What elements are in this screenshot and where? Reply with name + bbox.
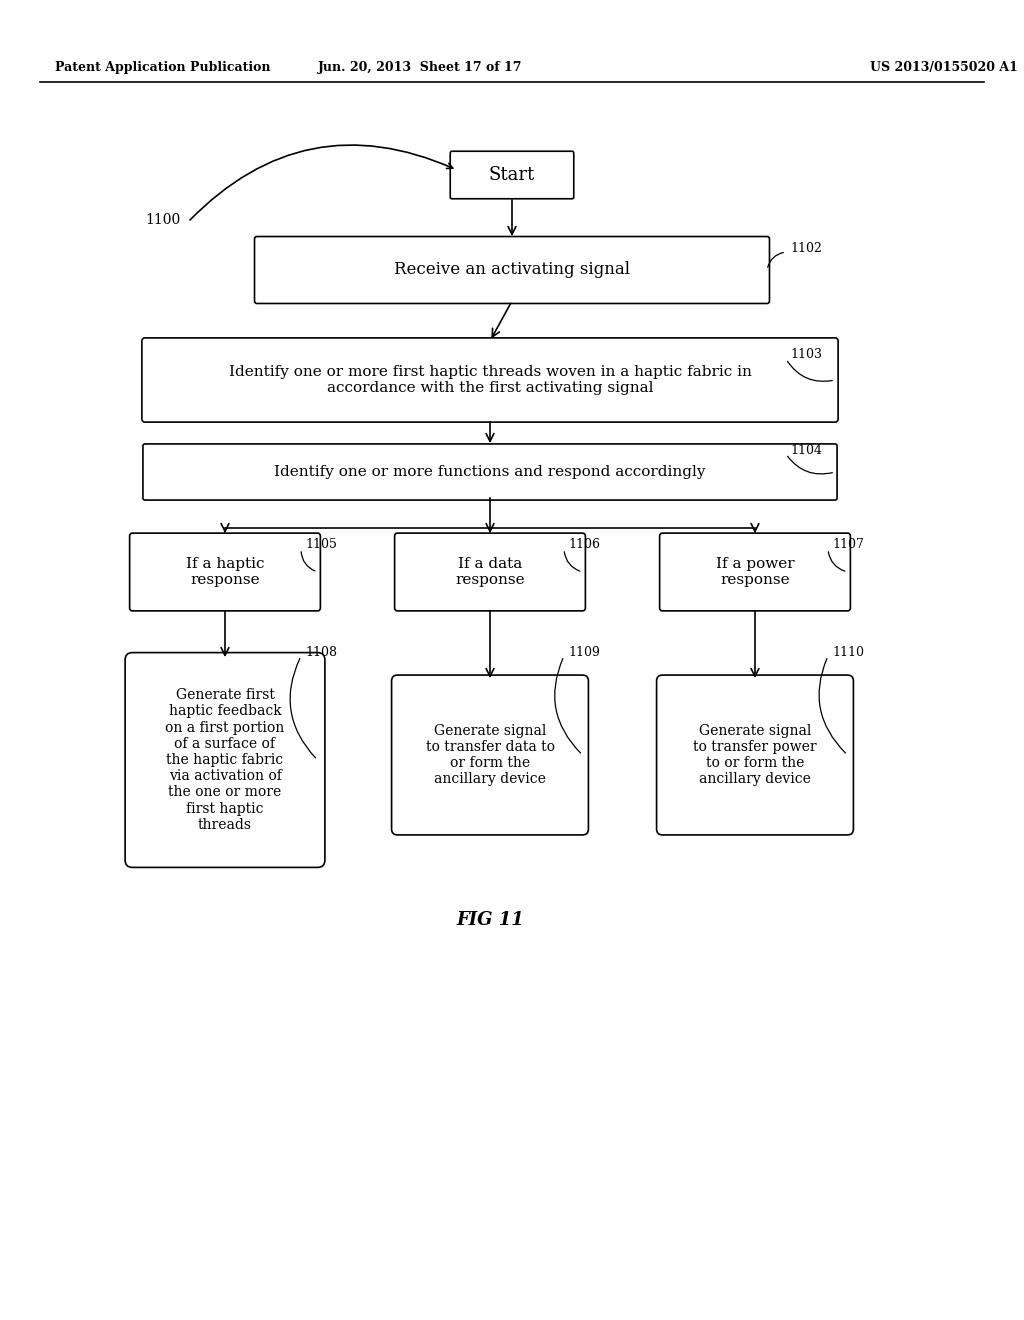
FancyBboxPatch shape xyxy=(255,236,769,304)
Text: US 2013/0155020 A1: US 2013/0155020 A1 xyxy=(870,62,1018,74)
Text: Identify one or more functions and respond accordingly: Identify one or more functions and respo… xyxy=(274,465,706,479)
FancyBboxPatch shape xyxy=(143,444,837,500)
Text: 1102: 1102 xyxy=(790,242,822,255)
Text: 1103: 1103 xyxy=(790,348,822,362)
Text: Generate first
haptic feedback
on a first portion
of a surface of
the haptic fab: Generate first haptic feedback on a firs… xyxy=(165,688,285,832)
Text: Receive an activating signal: Receive an activating signal xyxy=(394,261,630,279)
Text: 1108: 1108 xyxy=(305,645,337,659)
FancyBboxPatch shape xyxy=(394,533,586,611)
Text: Start: Start xyxy=(488,166,536,183)
Text: 1107: 1107 xyxy=(831,539,864,552)
Text: If a power
response: If a power response xyxy=(716,557,795,587)
Text: Generate signal
to transfer power
to or form the
ancillary device: Generate signal to transfer power to or … xyxy=(693,723,817,787)
Text: Identify one or more first haptic threads woven in a haptic fabric in
accordance: Identify one or more first haptic thread… xyxy=(228,364,752,395)
FancyBboxPatch shape xyxy=(656,675,853,836)
Text: 1109: 1109 xyxy=(568,645,600,659)
Text: 1104: 1104 xyxy=(790,444,822,457)
Text: Jun. 20, 2013  Sheet 17 of 17: Jun. 20, 2013 Sheet 17 of 17 xyxy=(317,62,522,74)
FancyBboxPatch shape xyxy=(659,533,850,611)
Text: 1106: 1106 xyxy=(568,539,600,552)
FancyBboxPatch shape xyxy=(451,152,573,199)
FancyBboxPatch shape xyxy=(391,675,589,836)
Text: Patent Application Publication: Patent Application Publication xyxy=(55,62,270,74)
FancyBboxPatch shape xyxy=(130,533,321,611)
FancyBboxPatch shape xyxy=(125,652,325,867)
Text: If a haptic
response: If a haptic response xyxy=(185,557,264,587)
Text: FIG 11: FIG 11 xyxy=(456,911,524,929)
Text: Generate signal
to transfer data to
or form the
ancillary device: Generate signal to transfer data to or f… xyxy=(426,723,555,787)
Text: 1100: 1100 xyxy=(145,213,180,227)
FancyBboxPatch shape xyxy=(142,338,838,422)
Text: 1105: 1105 xyxy=(305,539,337,552)
Text: If a data
response: If a data response xyxy=(456,557,525,587)
Text: 1110: 1110 xyxy=(831,645,864,659)
